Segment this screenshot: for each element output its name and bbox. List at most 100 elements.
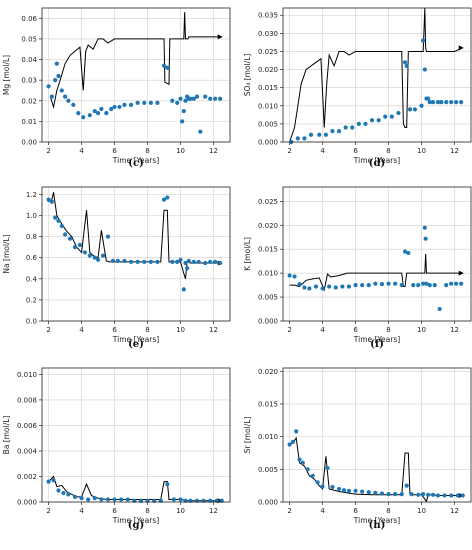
data-point [203,260,208,266]
panel-letter: (g) [128,520,144,531]
data-point [435,100,441,105]
data-point [142,259,147,265]
line-end-arrow [458,270,464,276]
data-point [300,460,305,465]
data-point [427,100,432,105]
data-point [454,100,459,105]
x-tick-label: 6 [353,147,358,155]
data-point [213,96,218,101]
data-point [71,102,76,107]
x-tick-label: 8 [145,507,149,515]
data-point [99,106,104,112]
data-point [341,488,347,493]
data-point [336,486,342,492]
data-point [302,285,307,290]
data-point [186,258,191,263]
data-point [307,286,312,291]
data-point [191,96,196,101]
y-tick-label: 0.020 [258,66,278,74]
data-point [435,493,441,498]
y-tick-label: 0.04 [21,56,37,64]
y-tick-label: 0.006 [17,422,38,430]
data-point [109,106,114,112]
x-tick-label: 12 [209,507,218,515]
data-point [208,96,213,101]
data-point [119,497,124,502]
data-point [444,283,449,288]
data-point [366,283,371,288]
panel-letter: (c) [128,158,144,169]
x-tick-label: 10 [176,147,185,155]
series-line [48,192,222,279]
x-tick-label: 10 [176,507,185,515]
data-point [422,67,427,72]
data-point [356,121,361,126]
x-tick-label: 2 [287,507,291,515]
y-tick-label: 0.015 [258,400,278,408]
panel-letter: (f) [370,339,384,350]
data-point [297,282,302,287]
y-tick-label: 0.03 [21,77,37,85]
x-tick-label: 6 [112,147,117,155]
data-point [76,111,81,116]
y-tick-label: 0.06 [21,15,37,23]
data-point [373,281,378,286]
panel-f: 2 4 6 8 10 12 0.000 0.005 0.010 0.015 0.020 0.025 Ti… [243,186,472,350]
y-tick-label: 0.025 [258,198,278,206]
data-point [363,121,368,126]
y-axis-label: Na [mol/L] [2,234,11,273]
data-point [427,283,432,288]
data-point [294,429,299,434]
data-point [218,96,223,101]
data-point [290,439,295,444]
y-tick-label: 0.010 [258,270,278,278]
data-point [46,197,51,202]
x-tick-label: 2 [287,147,291,155]
data-point [87,113,92,118]
panel-e: 2 4 6 8 10 12 0.0 0.2 0.4 0.6 0.8 1.0 1.2 Time [Years… [2,186,231,350]
data-point [79,496,84,501]
data-point [110,258,116,263]
data-point [56,218,61,223]
data-point [407,107,413,112]
y-tick-label: 0.030 [258,30,278,38]
data-point [142,100,147,105]
x-tick-label: 2 [46,326,50,334]
data-point [115,258,120,263]
data-point [327,284,332,289]
data-point [67,236,73,241]
data-point [61,490,66,496]
data-point [343,125,348,130]
data-point [82,250,87,255]
x-tick-label: 2 [287,326,291,334]
data-point [340,284,345,289]
x-tick-label: 12 [209,147,218,155]
data-point [92,496,97,501]
y-tick-label: 0.6 [26,254,38,262]
panel-h: 2 4 6 8 10 12 0.000 0.005 0.010 0.015 0.020 Time [Y… [243,367,472,531]
data-point [117,104,122,110]
x-axis-label: Time [Years] [353,516,400,525]
data-point [325,465,330,471]
data-point [295,136,300,141]
y-tick-label: 1.2 [26,191,37,199]
data-point [208,259,213,265]
plot-frame [41,186,231,322]
x-tick-label: 8 [145,326,149,334]
data-point [165,65,170,70]
x-axis-label: Time [Years] [353,156,400,165]
data-point [449,100,454,105]
data-point [148,100,153,105]
data-point [350,125,355,130]
line-end-arrow [458,45,464,51]
data-point [399,283,404,288]
plot-frame [41,7,231,143]
y-axis-label: SO₄ [mol/L] [243,54,252,97]
data-point [444,100,449,105]
data-point [155,100,160,105]
x-axis-label: Time [Years] [112,516,159,525]
y-tick-label: 0.008 [17,396,37,404]
data-point [175,259,180,265]
data-point [49,199,54,204]
data-point [421,492,426,497]
